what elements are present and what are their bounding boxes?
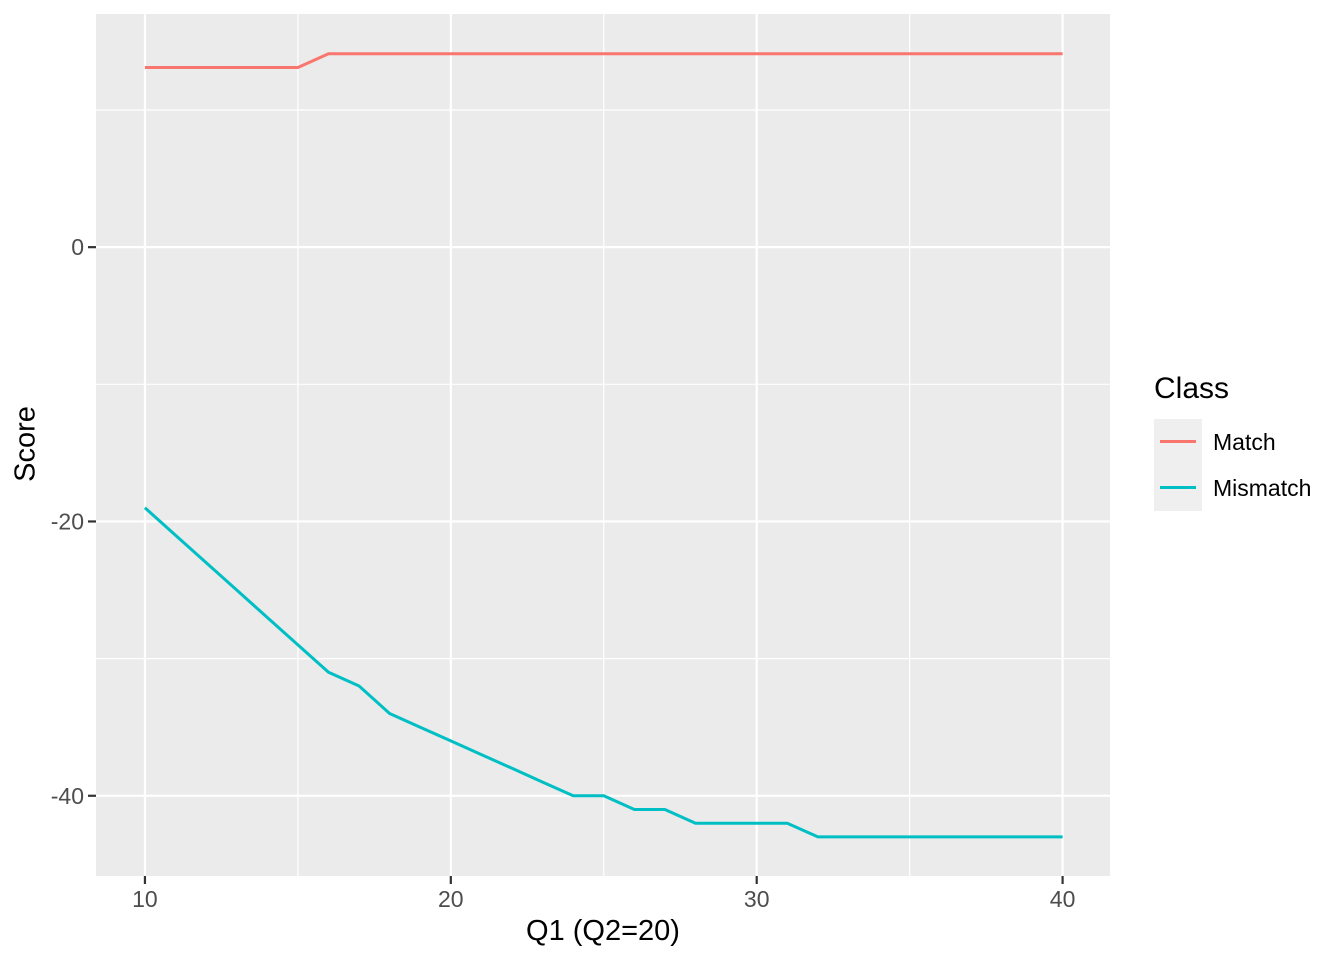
y-axis-title: Score bbox=[9, 406, 42, 482]
legend-item-match: Match bbox=[1154, 419, 1311, 465]
legend: Class Match Mismatch bbox=[1154, 372, 1311, 511]
x-tick-label: 10 bbox=[132, 886, 158, 912]
y-tick-label: 0 bbox=[71, 234, 84, 260]
x-tick-label: 40 bbox=[1050, 886, 1076, 912]
y-tick-label: -20 bbox=[51, 508, 84, 534]
series-line-match bbox=[144, 52, 1063, 69]
x-tick-label: 30 bbox=[744, 886, 770, 912]
legend-label-mismatch: Mismatch bbox=[1213, 474, 1312, 501]
mismatch-line-swatch-icon bbox=[1160, 486, 1196, 489]
series-line-mismatch bbox=[143, 506, 1063, 839]
plot-panel bbox=[96, 14, 1110, 876]
legend-key-match bbox=[1154, 419, 1202, 465]
legend-item-mismatch: Mismatch bbox=[1154, 465, 1311, 511]
match-line-swatch-icon bbox=[1160, 440, 1196, 443]
legend-title: Class bbox=[1154, 372, 1230, 405]
legend-key-mismatch bbox=[1154, 465, 1202, 511]
legend-label-match: Match bbox=[1213, 428, 1276, 455]
y-tick-label: -40 bbox=[51, 783, 84, 809]
x-axis-title: Q1 (Q2=20) bbox=[526, 915, 680, 947]
x-tick-label: 20 bbox=[438, 886, 464, 912]
